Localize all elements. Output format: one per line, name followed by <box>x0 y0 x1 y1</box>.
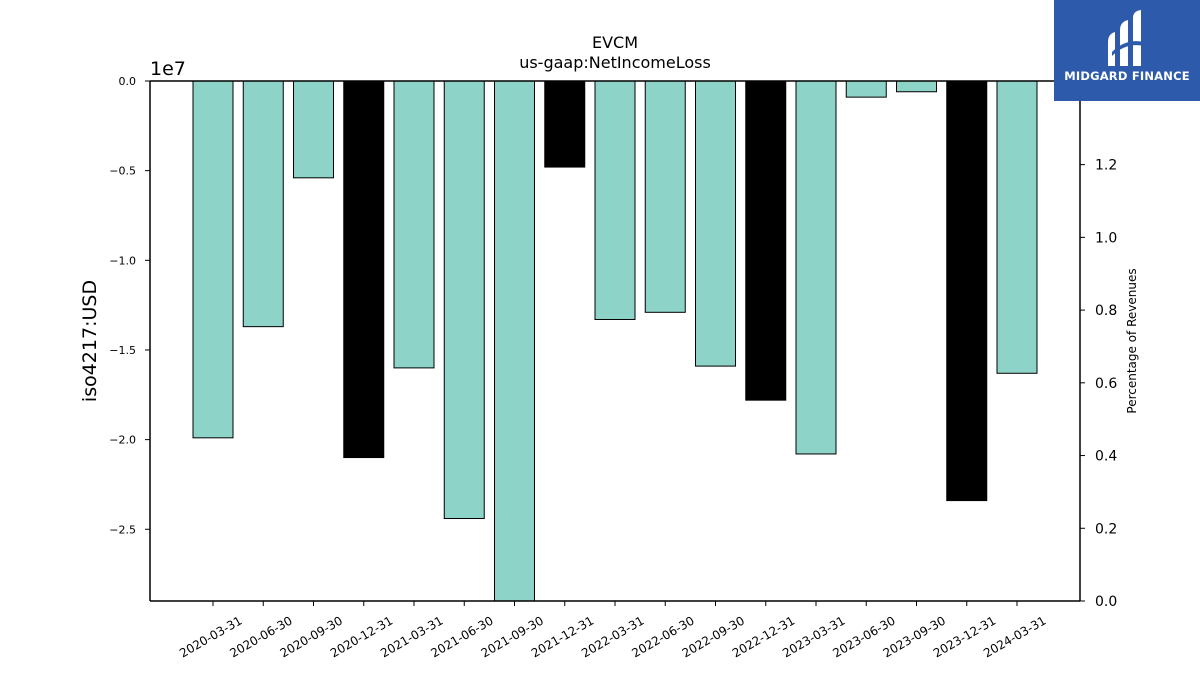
y2-tick-label: 0.6 <box>1095 376 1117 392</box>
y2-tick-label: 0.4 <box>1095 449 1117 465</box>
y-tick-label: −1.5 <box>109 344 136 357</box>
y-tick-label: −2.5 <box>109 523 136 536</box>
bar-2023-12-31 <box>946 80 988 502</box>
y2-tick-label: 1.0 <box>1095 230 1117 246</box>
y2-tick-label: 0.8 <box>1095 303 1117 319</box>
bar-2020-09-30 <box>293 80 334 179</box>
y2-tick-label: 0.2 <box>1095 521 1117 537</box>
bars-layer <box>192 80 1038 602</box>
bar-2021-03-31 <box>393 80 435 369</box>
y-tick-label: −0.5 <box>109 165 136 178</box>
bar-2023-09-30 <box>896 80 937 93</box>
y2-tick-label: 1.2 <box>1095 158 1117 174</box>
bar-2021-12-31 <box>544 80 586 168</box>
bar-2023-06-30 <box>845 80 887 98</box>
bar-2022-03-31 <box>594 80 636 320</box>
y-tick-label: −2.0 <box>109 434 136 447</box>
y2-tick-label: 0.0 <box>1095 594 1117 610</box>
y-axis-label: iso4217:USD <box>79 280 101 402</box>
brand-logo: MIDGARD FINANCE <box>1054 0 1200 101</box>
bar-2022-12-31 <box>745 80 787 401</box>
bar-2021-09-30 <box>494 80 535 602</box>
midgard-logo-icon <box>1108 10 1144 66</box>
y2-axis-label: Percentage of Revenues <box>1125 268 1139 413</box>
bar-2020-06-30 <box>242 80 284 328</box>
bar-2022-09-30 <box>695 80 736 367</box>
y-tick-label: −1.0 <box>109 254 136 267</box>
bar-2022-06-30 <box>644 80 686 313</box>
y-tick-label: 0.0 <box>119 75 137 88</box>
bar-2020-12-31 <box>343 80 385 459</box>
y-axis-offset-label: 1e7 <box>150 58 186 80</box>
brand-name: MIDGARD FINANCE <box>1064 69 1190 83</box>
bar-2023-03-31 <box>795 80 837 455</box>
chart-title: EVCM <box>592 33 638 52</box>
bar-2024-03-31 <box>996 80 1038 374</box>
bar-2020-03-31 <box>192 80 234 439</box>
bar-2021-06-30 <box>443 80 485 520</box>
chart-subtitle: us-gaap:NetIncomeLoss <box>519 53 711 72</box>
